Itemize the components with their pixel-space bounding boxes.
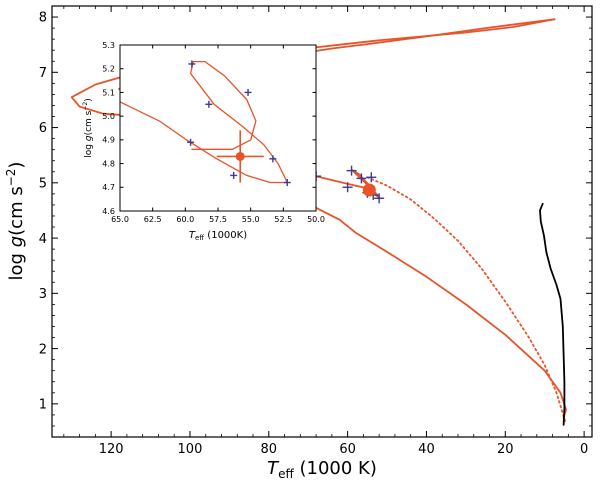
inset-y-tick-label: 4.8: [102, 159, 115, 168]
main-x-axis-label-subscript: eff: [278, 467, 294, 480]
main-y-axis-label-close: ): [6, 162, 27, 169]
inset-y-tick-label: 4.7: [102, 183, 115, 192]
inset-y-axis-label-exponent: −2: [82, 102, 89, 111]
main-x-tick-label: 60: [339, 442, 356, 457]
main-plus-marker: [366, 172, 377, 183]
main-plus-marker: [374, 193, 385, 204]
main-y-tick-label: 5: [39, 177, 47, 192]
inset-x-tick-label: 62.5: [144, 215, 162, 224]
inset-x-tick-label: 60.0: [176, 215, 194, 224]
main-x-tick-label: 20: [497, 442, 514, 457]
inset-y-tick-label: 5.1: [102, 88, 115, 97]
main-x-tick-label: 100: [178, 442, 203, 457]
inset-y-tick-label: 5.2: [102, 65, 115, 74]
inset-series-track-0: [120, 60, 288, 184]
main-y-tick-label: 6: [39, 121, 47, 136]
main-x-tick-label: 120: [99, 442, 124, 457]
inset-x-tick-label: 65.0: [111, 215, 129, 224]
inset-x-axis-label: Teff (1000K): [189, 230, 247, 242]
inset-background: [120, 45, 316, 211]
inset-x-tick-label: 52.5: [274, 215, 292, 224]
inset-y-axis-label-close: ): [84, 98, 94, 102]
inset-x-tick-label: 55.0: [242, 215, 260, 224]
main-y-tick-label: 4: [39, 232, 47, 247]
inset-x-axis-label-unit: (1000K): [204, 230, 247, 241]
inset-y-axis-label-unit: (cm s: [84, 110, 94, 135]
inset-y-tick-label: 5.0: [102, 112, 115, 121]
inset-y-tick-label: 4.6: [102, 207, 115, 216]
inset-plus-marker: [283, 179, 291, 187]
main-x-tick-label: 80: [261, 442, 278, 457]
main-series-black-track-4: [539, 202, 566, 426]
main-series-dotted-track-3: [366, 176, 567, 423]
main-y-axis-label-exponent: −2: [4, 169, 18, 187]
inset-plus-marker: [205, 100, 213, 108]
inset-y-axis-label-symbol: g: [84, 135, 94, 141]
main-ticks: 120 100 80 60 40 20 0 1 2 3 4 5 6 7 8: [39, 5, 592, 457]
main-y-tick-label: 1: [39, 398, 47, 413]
inset-x-axis-label-symbol: T: [189, 230, 196, 241]
main-y-tick-label: 7: [39, 66, 47, 81]
main-highlight-point: [362, 183, 376, 197]
inset-highlight-point: [235, 151, 245, 161]
inset-data-layer: [120, 60, 291, 187]
inset-plus-marker: [187, 138, 195, 146]
inset-plot-area: [120, 60, 291, 187]
main-plus-marker: [346, 165, 357, 176]
main-x-axis-label-unit: (1000 K): [294, 458, 377, 479]
inset-y-axis-label-log: log: [84, 141, 94, 158]
inset-x-tick-label: 57.5: [209, 215, 227, 224]
main-y-axis-label-unit: (cm s: [6, 186, 27, 236]
main-y-tick-label: 8: [39, 11, 47, 26]
main-plus-marker: [342, 182, 353, 193]
inset-plus-marker: [230, 171, 238, 179]
main-x-axis-label-symbol: T: [267, 458, 280, 479]
main-x-axis-label: Teff (1000 K): [267, 458, 377, 480]
inset-x-tick-label: 50.0: [307, 215, 325, 224]
main-x-tick-label: 40: [418, 442, 435, 457]
inset-y-tick-label: 5.3: [102, 41, 115, 50]
inset-y-tick-label: 4.9: [102, 136, 115, 145]
inset-plus-marker: [244, 88, 252, 96]
main-y-axis-label-symbol: g: [6, 236, 27, 247]
inset-panel: 65.0 62.5 60.0 57.5 55.0 52.5 50.0 4.6 4.7 4.8 4.9…: [82, 41, 325, 242]
main-y-axis-label-log: log: [6, 247, 27, 280]
inset-plus-marker: [269, 155, 277, 163]
main-x-tick-label: 0: [580, 442, 588, 457]
inset-plus-marker: [188, 60, 196, 68]
main-y-tick-label: 3: [39, 287, 47, 302]
main-y-tick-label: 2: [39, 342, 47, 357]
inset-ticks: 65.0 62.5 60.0 57.5 55.0 52.5 50.0 4.6 4.7 4.8 4.9…: [102, 41, 325, 224]
main-y-axis-label: log g(cm s−2): [4, 162, 27, 281]
main-plus-marker: [356, 173, 367, 184]
inset-x-axis-label-subscript: eff: [195, 234, 204, 242]
main-plot-frame: [51, 5, 593, 438]
inset-y-axis-label: log g(cm s−2): [82, 98, 94, 157]
